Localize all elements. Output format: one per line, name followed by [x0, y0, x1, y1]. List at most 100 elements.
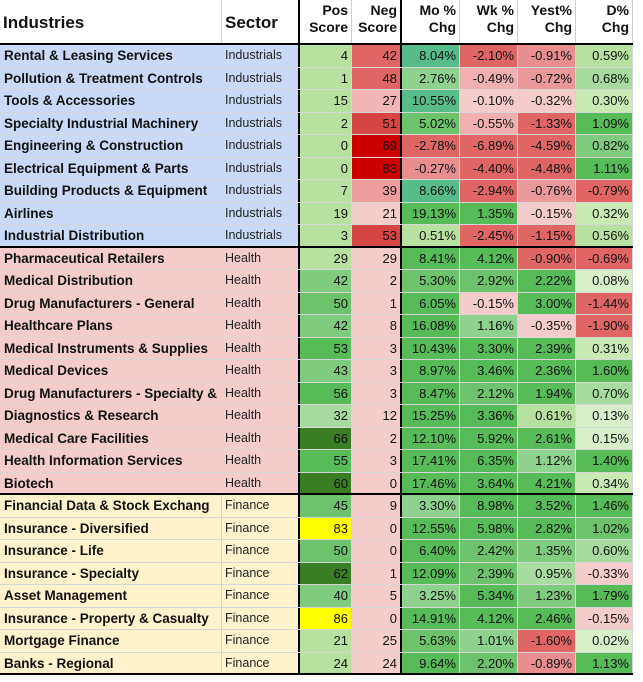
yest-chg-cell[interactable]: 1.35% [518, 540, 576, 562]
neg-score-cell[interactable]: 53 [352, 225, 402, 246]
wk-chg-cell[interactable]: -6.89% [460, 135, 518, 157]
d-chg-cell[interactable]: 0.68% [576, 67, 633, 89]
wk-chg-cell[interactable]: 2.12% [460, 382, 518, 404]
yest-chg-cell[interactable]: -1.15% [518, 225, 576, 246]
industry-cell[interactable]: Pollution & Treatment Controls [0, 67, 222, 89]
yest-chg-cell[interactable]: -0.72% [518, 67, 576, 89]
neg-score-cell[interactable]: 39 [352, 180, 402, 202]
neg-score-cell[interactable]: 29 [352, 247, 402, 269]
neg-score-cell[interactable]: 27 [352, 90, 402, 112]
sector-cell[interactable]: Finance [222, 562, 300, 584]
pos-score-cell[interactable]: 55 [300, 450, 352, 472]
sector-cell[interactable]: Health [222, 247, 300, 269]
mo-chg-cell[interactable]: 0.51% [402, 225, 460, 246]
d-chg-cell[interactable]: 1.11% [576, 157, 633, 179]
neg-score-cell[interactable]: 48 [352, 67, 402, 89]
yest-chg-cell[interactable]: 2.39% [518, 337, 576, 359]
d-chg-cell[interactable]: 0.59% [576, 45, 633, 67]
sector-cell[interactable]: Health [222, 405, 300, 427]
d-chg-cell[interactable]: -0.69% [576, 247, 633, 269]
mo-chg-cell[interactable]: -0.27% [402, 157, 460, 179]
mo-chg-cell[interactable]: 5.30% [402, 270, 460, 292]
mo-chg-cell[interactable]: 12.55% [402, 517, 460, 539]
d-chg-cell[interactable]: 1.02% [576, 517, 633, 539]
mo-chg-cell[interactable]: 16.08% [402, 315, 460, 337]
d-chg-cell[interactable]: 0.13% [576, 405, 633, 427]
pos-score-header[interactable]: Pos Score [300, 0, 352, 43]
d-chg-cell[interactable]: 0.34% [576, 472, 633, 493]
wk-chg-cell[interactable]: 3.30% [460, 337, 518, 359]
pos-score-cell[interactable]: 7 [300, 180, 352, 202]
yest-chg-cell[interactable]: 2.36% [518, 360, 576, 382]
pos-score-cell[interactable]: 62 [300, 562, 352, 584]
industry-cell[interactable]: Specialty Industrial Machinery [0, 112, 222, 134]
industry-cell[interactable]: Electrical Equipment & Parts [0, 157, 222, 179]
industry-cell[interactable]: Diagnostics & Research [0, 405, 222, 427]
wk-chg-cell[interactable]: 3.36% [460, 405, 518, 427]
pos-score-cell[interactable]: 29 [300, 247, 352, 269]
industry-cell[interactable]: Medical Distribution [0, 270, 222, 292]
pos-score-cell[interactable]: 50 [300, 540, 352, 562]
neg-score-cell[interactable]: 3 [352, 337, 402, 359]
sector-cell[interactable]: Industrials [222, 67, 300, 89]
mo-chg-cell[interactable]: 6.05% [402, 292, 460, 314]
yest-chg-cell[interactable]: -4.48% [518, 157, 576, 179]
industry-cell[interactable]: Building Products & Equipment [0, 180, 222, 202]
wk-chg-cell[interactable]: 3.64% [460, 472, 518, 493]
wk-chg-cell[interactable]: 5.92% [460, 427, 518, 449]
mo-chg-cell[interactable]: 5.63% [402, 630, 460, 652]
d-chg-cell[interactable]: 0.70% [576, 382, 633, 404]
pos-score-cell[interactable]: 45 [300, 495, 352, 517]
yest-chg-cell[interactable]: 3.52% [518, 495, 576, 517]
yest-chg-cell[interactable]: -0.35% [518, 315, 576, 337]
sector-cell[interactable]: Health [222, 292, 300, 314]
yest-chg-cell[interactable]: 2.46% [518, 607, 576, 629]
neg-score-cell[interactable]: 2 [352, 270, 402, 292]
wk-chg-cell[interactable]: 1.01% [460, 630, 518, 652]
neg-score-cell[interactable]: 1 [352, 562, 402, 584]
d-chg-cell[interactable]: 1.13% [576, 652, 633, 673]
neg-score-cell[interactable]: 0 [352, 472, 402, 493]
d-chg-cell[interactable]: -1.90% [576, 315, 633, 337]
wk-chg-cell[interactable]: 3.46% [460, 360, 518, 382]
pos-score-cell[interactable]: 50 [300, 292, 352, 314]
pos-score-cell[interactable]: 1 [300, 67, 352, 89]
wk-chg-cell[interactable]: 2.42% [460, 540, 518, 562]
industry-cell[interactable]: Tools & Accessories [0, 90, 222, 112]
pos-score-cell[interactable]: 24 [300, 652, 352, 673]
pos-score-cell[interactable]: 21 [300, 630, 352, 652]
sector-cell[interactable]: Industrials [222, 157, 300, 179]
pos-score-cell[interactable]: 83 [300, 517, 352, 539]
industry-cell[interactable]: Insurance - Property & Casualty [0, 607, 222, 629]
yest-chg-cell[interactable]: -0.90% [518, 247, 576, 269]
d-chg-cell[interactable]: -0.79% [576, 180, 633, 202]
industry-cell[interactable]: Mortgage Finance [0, 630, 222, 652]
sector-cell[interactable]: Finance [222, 652, 300, 673]
pos-score-cell[interactable]: 53 [300, 337, 352, 359]
wk-chg-cell[interactable]: 5.98% [460, 517, 518, 539]
mo-chg-cell[interactable]: -2.78% [402, 135, 460, 157]
mo-chg-header[interactable]: Mo % Chg [402, 0, 460, 43]
neg-score-cell[interactable]: 12 [352, 405, 402, 427]
neg-score-cell[interactable]: 25 [352, 630, 402, 652]
sector-cell[interactable]: Finance [222, 607, 300, 629]
neg-score-cell[interactable]: 1 [352, 292, 402, 314]
pos-score-cell[interactable]: 40 [300, 585, 352, 607]
yest-chg-cell[interactable]: 0.61% [518, 405, 576, 427]
pos-score-cell[interactable]: 2 [300, 112, 352, 134]
mo-chg-cell[interactable]: 17.41% [402, 450, 460, 472]
yest-chg-cell[interactable]: -0.76% [518, 180, 576, 202]
mo-chg-cell[interactable]: 14.91% [402, 607, 460, 629]
sector-cell[interactable]: Finance [222, 630, 300, 652]
d-chg-cell[interactable]: 0.60% [576, 540, 633, 562]
d-chg-cell[interactable]: 0.30% [576, 90, 633, 112]
d-chg-cell[interactable]: 0.15% [576, 427, 633, 449]
yest-chg-cell[interactable]: 2.82% [518, 517, 576, 539]
industry-cell[interactable]: Engineering & Construction [0, 135, 222, 157]
mo-chg-cell[interactable]: 9.64% [402, 652, 460, 673]
sector-cell[interactable]: Industrials [222, 202, 300, 224]
sector-cell[interactable]: Health [222, 315, 300, 337]
sector-cell[interactable]: Industrials [222, 135, 300, 157]
neg-score-cell[interactable]: 0 [352, 540, 402, 562]
sector-cell[interactable]: Industrials [222, 45, 300, 67]
